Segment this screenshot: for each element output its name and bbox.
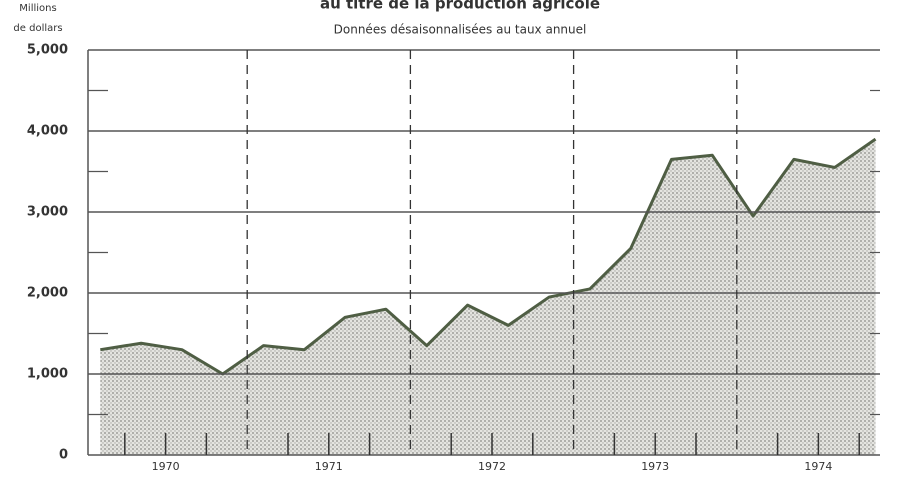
- area-line: [100, 137, 877, 376]
- chart-subtitle: Données désaisonnalisées au taux annuel: [334, 23, 587, 37]
- y-tick-label: 0: [59, 448, 68, 463]
- x-tick-label: 1973: [641, 460, 669, 473]
- x-tick-label: 1970: [152, 460, 180, 473]
- y-tick-label: 5,000: [27, 43, 68, 58]
- y-axis-label: de dollars: [13, 23, 62, 34]
- area-fill: [100, 139, 876, 455]
- y-tick-label: 1,000: [27, 367, 68, 382]
- x-tick-label: 1971: [315, 460, 343, 473]
- y-tick-label: 3,000: [27, 205, 68, 220]
- y-tick-label: 2,000: [27, 286, 68, 301]
- y-axis-label: Millions: [19, 3, 56, 14]
- x-tick-label: 1974: [804, 460, 832, 473]
- x-tick-label: 1972: [478, 460, 506, 473]
- chart-title: au titre de la production agricole: [320, 0, 600, 13]
- y-tick-label: 4,000: [27, 124, 68, 139]
